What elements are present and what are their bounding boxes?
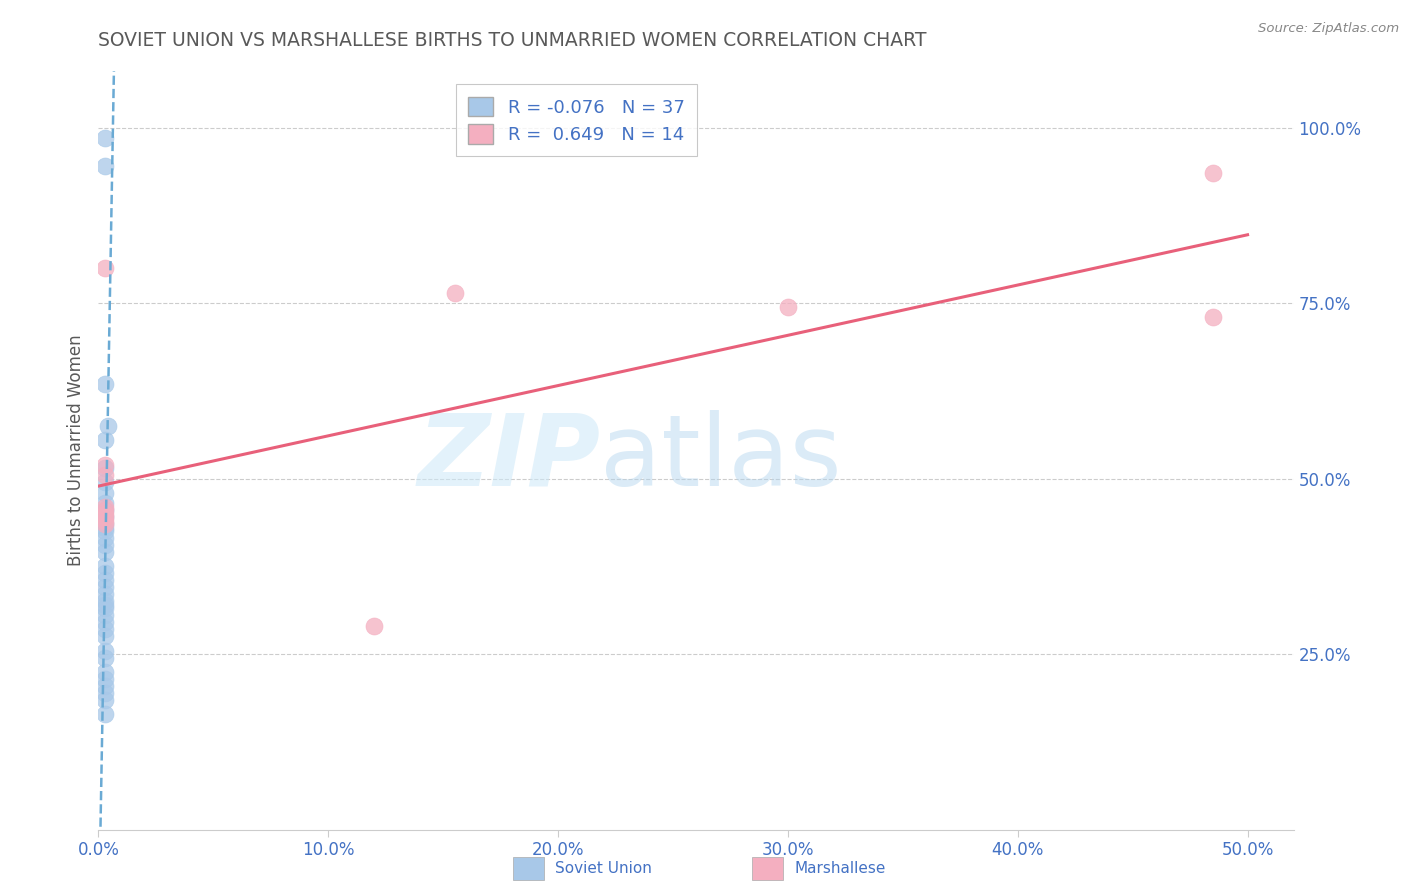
Point xyxy=(94,643,117,657)
Point xyxy=(94,594,117,608)
Point xyxy=(94,521,117,535)
Point xyxy=(94,692,117,706)
Point xyxy=(94,623,117,637)
Point xyxy=(94,510,117,524)
Point xyxy=(94,665,117,679)
Point xyxy=(94,500,117,514)
Point xyxy=(94,672,117,686)
Point xyxy=(94,706,117,721)
Point xyxy=(94,461,117,475)
Point xyxy=(94,587,117,601)
Point xyxy=(94,433,117,447)
Point xyxy=(94,503,117,517)
Point xyxy=(94,538,117,552)
Point xyxy=(94,608,117,623)
Legend: R = -0.076   N = 37, R =  0.649   N = 14: R = -0.076 N = 37, R = 0.649 N = 14 xyxy=(456,84,697,156)
Point xyxy=(94,650,117,665)
Point xyxy=(94,566,117,581)
Text: ZIP: ZIP xyxy=(418,409,600,507)
Point xyxy=(1202,166,1225,180)
Point xyxy=(776,300,799,314)
Point xyxy=(94,686,117,700)
Point xyxy=(94,260,117,275)
Point xyxy=(94,598,117,612)
Point xyxy=(94,517,117,532)
Point xyxy=(94,496,117,510)
Point xyxy=(94,485,117,500)
Text: Source: ZipAtlas.com: Source: ZipAtlas.com xyxy=(1258,22,1399,36)
Point xyxy=(94,630,117,644)
Point xyxy=(94,507,117,521)
Point xyxy=(94,580,117,594)
Point xyxy=(1202,310,1225,324)
Text: atlas: atlas xyxy=(600,409,842,507)
Point xyxy=(94,679,117,693)
Point xyxy=(94,475,117,489)
Point xyxy=(94,510,117,524)
Point xyxy=(94,376,117,391)
Point xyxy=(94,517,117,532)
Point xyxy=(94,531,117,545)
Text: Soviet Union: Soviet Union xyxy=(555,861,652,876)
Point xyxy=(94,545,117,559)
Point xyxy=(94,514,117,528)
Point xyxy=(94,601,117,615)
Text: Marshallese: Marshallese xyxy=(794,861,886,876)
Y-axis label: Births to Unmarried Women: Births to Unmarried Women xyxy=(66,334,84,566)
Point xyxy=(97,418,120,433)
Point xyxy=(94,615,117,630)
Point xyxy=(94,524,117,539)
Point xyxy=(94,503,117,517)
Text: SOVIET UNION VS MARSHALLESE BIRTHS TO UNMARRIED WOMEN CORRELATION CHART: SOVIET UNION VS MARSHALLESE BIRTHS TO UN… xyxy=(98,31,927,50)
Point xyxy=(443,285,465,300)
Point xyxy=(94,559,117,574)
Point xyxy=(94,458,117,472)
Point xyxy=(94,574,117,588)
Point xyxy=(94,131,117,145)
Point xyxy=(94,468,117,483)
Point xyxy=(94,159,117,173)
Point xyxy=(363,619,385,633)
